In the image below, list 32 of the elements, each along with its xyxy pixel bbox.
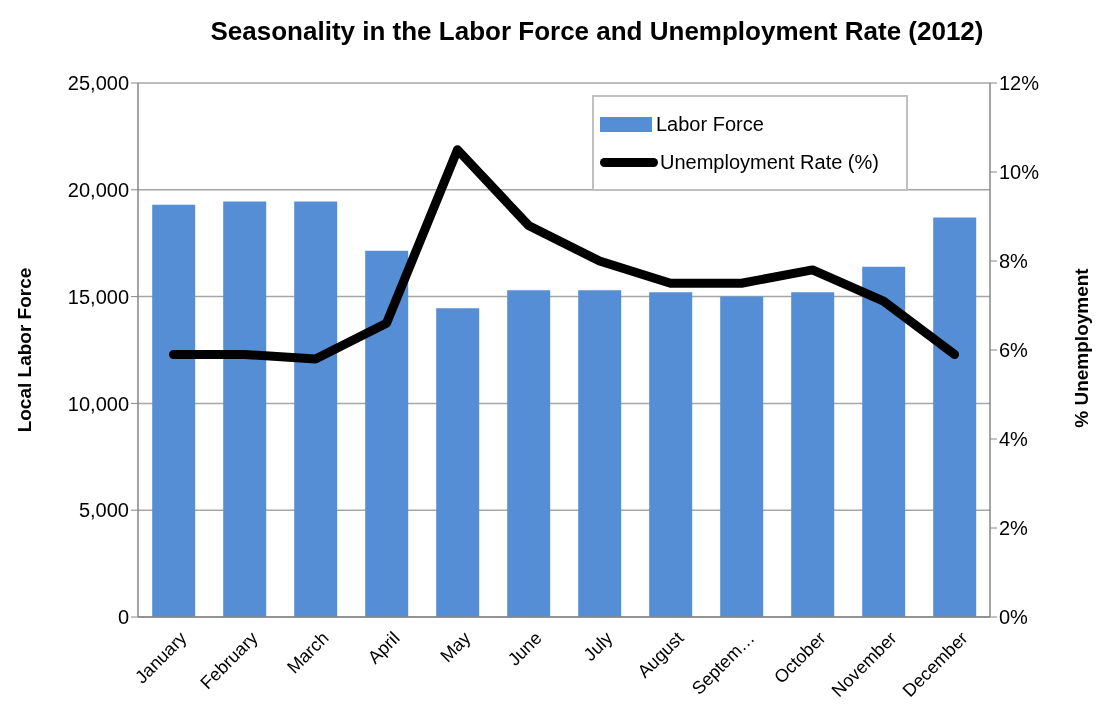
y-tick-label: 25,000 <box>67 72 129 95</box>
bar <box>223 201 267 617</box>
x-tick-label: July <box>579 627 617 665</box>
bar <box>294 201 338 617</box>
bar <box>507 290 551 617</box>
y2-tick-label: 2% <box>999 517 1029 540</box>
legend-label: Labor Force <box>656 112 764 136</box>
y2-tick-label: 6% <box>999 339 1029 362</box>
y-tick-label: 0 <box>117 606 129 629</box>
y-tick-label: 5,000 <box>78 499 129 522</box>
bar <box>720 296 764 617</box>
bar <box>862 266 906 617</box>
bar <box>649 292 693 617</box>
y-tick-label: 15,000 <box>67 285 129 308</box>
y2-tick-label: 10% <box>999 161 1040 184</box>
y2-axis-title: % Unemployment <box>1071 268 1093 428</box>
legend-label: Unemployment Rate (%) <box>660 150 879 174</box>
bar <box>436 308 480 617</box>
y2-tick-label: 0% <box>999 606 1029 629</box>
y2-tick-label: 12% <box>999 72 1040 95</box>
bar <box>791 292 835 617</box>
bar <box>578 290 622 617</box>
y-tick-label: 10,000 <box>67 392 129 415</box>
chart-title: Seasonality in the Labor Force and Unemployment Rate (2012) <box>210 16 984 47</box>
bar <box>365 250 409 617</box>
y-axis-title: Local Labor Force <box>14 267 36 433</box>
bar <box>933 217 977 617</box>
y2-tick-label: 4% <box>999 428 1029 451</box>
y-tick-label: 20,000 <box>67 178 129 201</box>
bar <box>152 204 196 617</box>
x-tick-label: May <box>436 627 475 667</box>
y2-tick-label: 8% <box>999 250 1029 273</box>
